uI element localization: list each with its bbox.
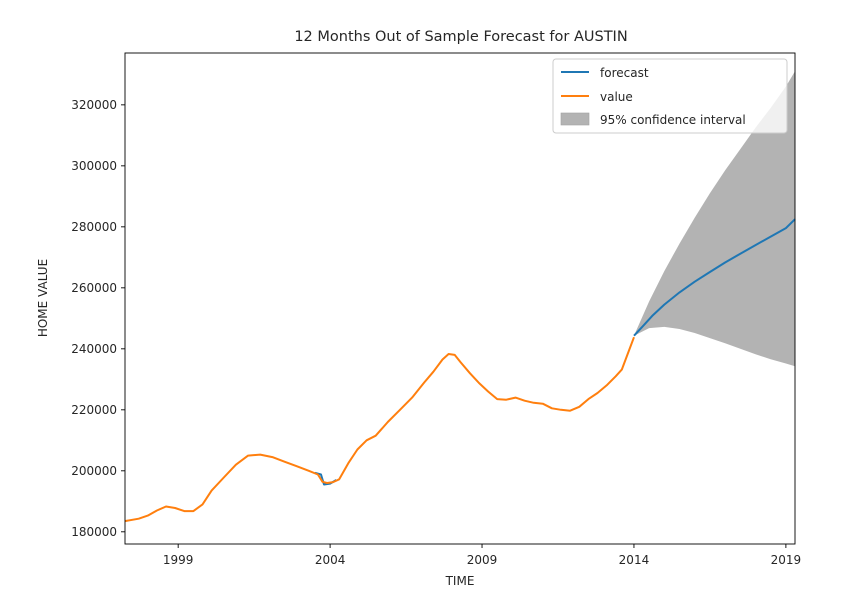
y-tick-label: 260000 [71, 281, 117, 295]
legend-frame [552, 58, 788, 134]
x-tick-label: 2014 [619, 553, 650, 567]
y-tick-label: 320000 [71, 98, 117, 112]
legend-label-forecast: forecast [600, 66, 649, 80]
y-tick-label: 220000 [71, 403, 117, 417]
chart-title: 12 Months Out of Sample Forecast for AUS… [294, 29, 627, 45]
y-tick-label: 240000 [71, 342, 117, 356]
x-tick-label: 2009 [467, 553, 498, 567]
plot-frame [124, 52, 796, 545]
value-line [124, 336, 635, 523]
x-tick-label: 2019 [771, 553, 802, 567]
forecast-line [633, 218, 796, 337]
x-axis-title: TIME [445, 574, 475, 588]
legend-label-value: value [600, 90, 633, 104]
legend-label-confidence-interval: 95% confidence interval [600, 113, 746, 127]
y-axis: 180000 200000 220000 240000 260000 280000 3000… [71, 98, 125, 539]
y-tick-label: 200000 [71, 464, 117, 478]
y-tick-label: 180000 [71, 525, 117, 539]
confidence-interval-band [634, 71, 795, 367]
x-axis: 1999 2004 2009 2014 2019 [163, 544, 801, 567]
x-tick-label: 2004 [315, 553, 346, 567]
y-axis-title: HOME VALUE [36, 259, 50, 337]
y-tick-label: 300000 [71, 159, 117, 173]
legend: forecast value 95% confidence interval [552, 58, 788, 134]
plot-area [124, 71, 796, 523]
legend-swatch-confidence-interval [560, 112, 590, 126]
y-tick-label: 280000 [71, 220, 117, 234]
x-tick-label: 1999 [163, 553, 194, 567]
